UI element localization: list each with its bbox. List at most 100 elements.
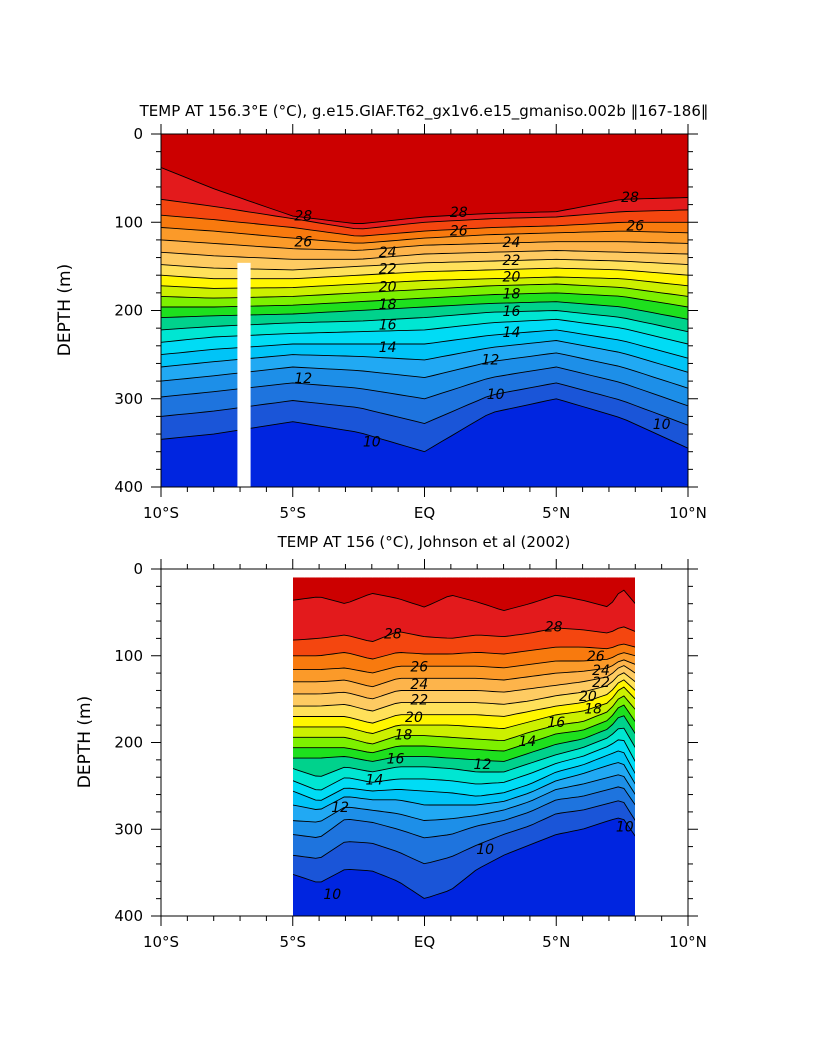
contour-label: 20 bbox=[405, 710, 423, 726]
model-temperature-panel: TEMP AT 156.3°E (°C), g.e15.GIAF.T62_gx1… bbox=[55, 102, 708, 522]
model-panel-title: TEMP AT 156.3°E (°C), g.e15.GIAF.T62_gx1… bbox=[139, 102, 709, 121]
model-depth-axis-label: DEPTH (m) bbox=[55, 264, 75, 356]
x-tick-label: 5°N bbox=[542, 933, 570, 951]
isotherm-line bbox=[293, 652, 635, 674]
isotherm-line bbox=[293, 626, 635, 642]
isotherm-line bbox=[293, 774, 635, 823]
contour-label: 26 bbox=[587, 649, 605, 665]
contour-label: 20 bbox=[503, 270, 521, 286]
observed-depth-axis-label: DEPTH (m) bbox=[75, 696, 95, 788]
contour-label: 22 bbox=[503, 253, 521, 269]
isotherm-line bbox=[161, 167, 688, 224]
isotherm-line bbox=[293, 727, 635, 777]
contour-label: 14 bbox=[366, 772, 384, 788]
contour-label: 24 bbox=[503, 235, 521, 251]
isotherm-line bbox=[293, 686, 635, 734]
contour-label: 28 bbox=[294, 209, 312, 225]
contour-label: 12 bbox=[481, 353, 499, 369]
contour-label: 14 bbox=[503, 325, 521, 341]
contour-label: 10 bbox=[653, 417, 671, 433]
isotherm-line bbox=[293, 704, 635, 754]
x-tick-label: EQ bbox=[414, 504, 435, 522]
x-tick-label: 5°S bbox=[279, 504, 306, 522]
contour-label: 22 bbox=[410, 693, 428, 709]
isotherm-line bbox=[293, 750, 635, 801]
observed-panel-title: TEMP AT 156 (°C), Johnson et al (2002) bbox=[277, 533, 571, 551]
contour-label: 28 bbox=[450, 205, 468, 221]
y-tick-label: 100 bbox=[114, 647, 143, 665]
contour-label: 28 bbox=[384, 627, 402, 643]
contour-label: 10 bbox=[487, 387, 505, 403]
y-tick-label: 400 bbox=[114, 907, 143, 925]
y-tick-label: 200 bbox=[114, 734, 143, 752]
isotherm-line bbox=[161, 239, 688, 251]
isotherm-line bbox=[293, 643, 635, 660]
isotherm-line bbox=[293, 695, 635, 745]
x-tick-label: 10°S bbox=[143, 933, 179, 951]
contour-label: 10 bbox=[476, 842, 494, 858]
contour-label: 16 bbox=[379, 317, 397, 333]
contour-label: 16 bbox=[547, 715, 565, 731]
observed-contour-labels: 28 28262624242222202018181616141412121010… bbox=[323, 620, 634, 903]
model-missing-data-column bbox=[237, 262, 251, 487]
contour-label: 26 bbox=[410, 660, 428, 676]
contour-label: 28 bbox=[621, 190, 639, 206]
isotherm-line bbox=[293, 800, 635, 865]
isotherm-line bbox=[293, 762, 635, 810]
contour-label: 14 bbox=[518, 734, 536, 750]
contour-label: 12 bbox=[474, 757, 492, 773]
isotherm-line bbox=[161, 198, 688, 230]
model-axes: 10°S 5°S EQ 5°N 10°N 0 100 200 300 400 bbox=[114, 124, 707, 522]
isotherm-line bbox=[293, 786, 635, 839]
y-tick-label: 200 bbox=[114, 302, 143, 320]
y-tick-label: 0 bbox=[133, 560, 143, 578]
contour-label: 18 bbox=[395, 727, 413, 743]
x-tick-label: 10°S bbox=[143, 504, 179, 522]
contour-label: 24 bbox=[379, 245, 397, 261]
contour-label: 24 bbox=[592, 663, 610, 679]
observed-temperature-panel: TEMP AT 156 (°C), Johnson et al (2002) D… bbox=[75, 533, 707, 951]
y-tick-label: 100 bbox=[114, 213, 143, 231]
isotherm-line bbox=[293, 715, 635, 762]
contour-label: 16 bbox=[387, 752, 405, 768]
contour-label: 10 bbox=[616, 819, 634, 835]
observed-axes: 10°S 5°S EQ 5°N 10°N 0 100 200 300 400 bbox=[114, 559, 707, 951]
contour-label: 22 bbox=[592, 675, 610, 691]
contour-label: 26 bbox=[626, 218, 644, 234]
contour-label: 28 bbox=[545, 620, 563, 636]
isotherm-line bbox=[161, 250, 688, 260]
y-tick-label: 400 bbox=[114, 478, 143, 496]
contour-label: 14 bbox=[379, 340, 397, 356]
y-tick-label: 300 bbox=[114, 820, 143, 838]
isotherm-line bbox=[293, 679, 635, 724]
contour-label: 18 bbox=[503, 286, 521, 302]
isotherm-line bbox=[293, 672, 635, 712]
contour-label: 16 bbox=[503, 304, 521, 320]
isotherm-line bbox=[161, 227, 688, 244]
contour-label: 20 bbox=[579, 689, 597, 705]
isotherm-line bbox=[293, 665, 635, 700]
x-tick-label: 5°S bbox=[279, 933, 306, 951]
model-contour-lines bbox=[161, 167, 688, 453]
contour-label: 18 bbox=[584, 701, 602, 717]
contour-label: 20 bbox=[379, 279, 397, 295]
x-tick-label: 5°N bbox=[542, 504, 570, 522]
x-tick-label: EQ bbox=[414, 933, 435, 951]
y-tick-label: 300 bbox=[114, 390, 143, 408]
contour-label: 22 bbox=[379, 262, 397, 278]
x-tick-label: 10°N bbox=[669, 504, 707, 522]
contour-label: 24 bbox=[410, 677, 428, 693]
observed-contour-lines bbox=[293, 589, 635, 899]
y-tick-label: 0 bbox=[133, 125, 143, 143]
contour-label: 18 bbox=[379, 297, 397, 313]
contour-label: 10 bbox=[363, 435, 381, 451]
isotherm-line bbox=[293, 817, 635, 899]
isotherm-line bbox=[293, 659, 635, 688]
isotherm-line bbox=[293, 739, 635, 791]
isotherm-line bbox=[293, 589, 635, 611]
x-tick-label: 10°N bbox=[669, 933, 707, 951]
contour-label: 12 bbox=[331, 800, 349, 816]
contour-label: 12 bbox=[294, 371, 312, 387]
